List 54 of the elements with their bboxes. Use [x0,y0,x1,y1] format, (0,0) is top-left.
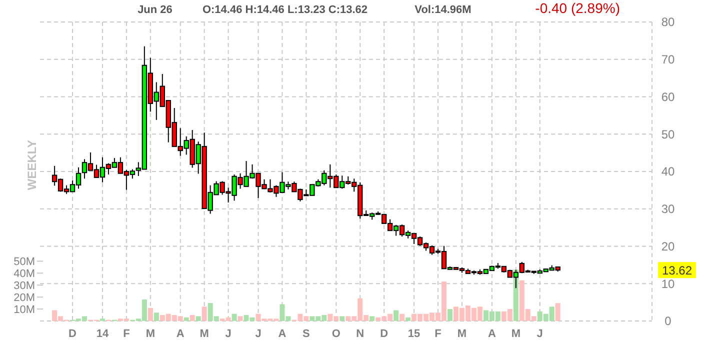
y-tick-label: 80 [661,15,675,30]
bar [184,317,189,321]
y-tick-label: 20 [661,239,675,254]
bar [400,314,405,321]
y2-tick-label: 50M [14,256,35,268]
bar [340,316,345,321]
bar [238,316,243,321]
y-tick-label: 40 [661,164,675,179]
text: O:14.46 H:14.46 L:13.23 C:13.62 [202,4,368,16]
bar [190,315,195,321]
x-tick-label: J [536,328,543,340]
text: Vol:14.96M [414,4,472,16]
text: -0.40 (2.89%) [535,0,620,16]
bar [202,306,207,321]
x-tick-label: J [225,328,232,340]
text: Jun 26 [138,4,172,16]
bar [154,312,159,321]
y-tick-label: 70 [661,52,675,67]
x-tick-label: O [332,328,341,340]
y2-tick-label: 20M [14,292,35,304]
bar [370,316,375,321]
y2-tick-label: 30M [14,280,35,292]
x-tick-label: M [146,328,156,340]
y2-tick-label: 40M [14,268,35,280]
y-tick-label: 30 [661,202,675,216]
x-tick-label: M [511,328,520,340]
x-tick-label: A [488,328,496,340]
bar [148,308,153,321]
y-tick-label: 10 [661,276,675,291]
x-tick-label: M [200,328,209,340]
x-tick-label: D [380,328,388,340]
y2-tick-label: 10M [14,304,35,316]
text: 13.62 [662,263,692,278]
x-tick-label: F [434,328,442,340]
bar [555,303,560,321]
x-tick-label: J [255,328,262,340]
text: WEEKLY [25,140,39,190]
x-tick-label: A [278,328,286,340]
y-tick-label: 0 [664,314,672,328]
bar [394,310,399,321]
x-tick-label: F [123,328,130,340]
x-tick-label: 14 [96,328,110,340]
x-tick-label: D [68,328,77,340]
x-tick-label: N [356,328,364,340]
x-tick-label: A [176,328,184,340]
y-tick-label: 60 [661,90,675,104]
x-tick-label: M [457,328,467,340]
bar [196,316,201,321]
y-tick-label: 50 [661,127,675,142]
bar [447,309,453,321]
bar [406,317,411,321]
x-tick-label: S [302,328,310,340]
bar [232,314,237,321]
x-tick-label: 15 [408,328,420,340]
